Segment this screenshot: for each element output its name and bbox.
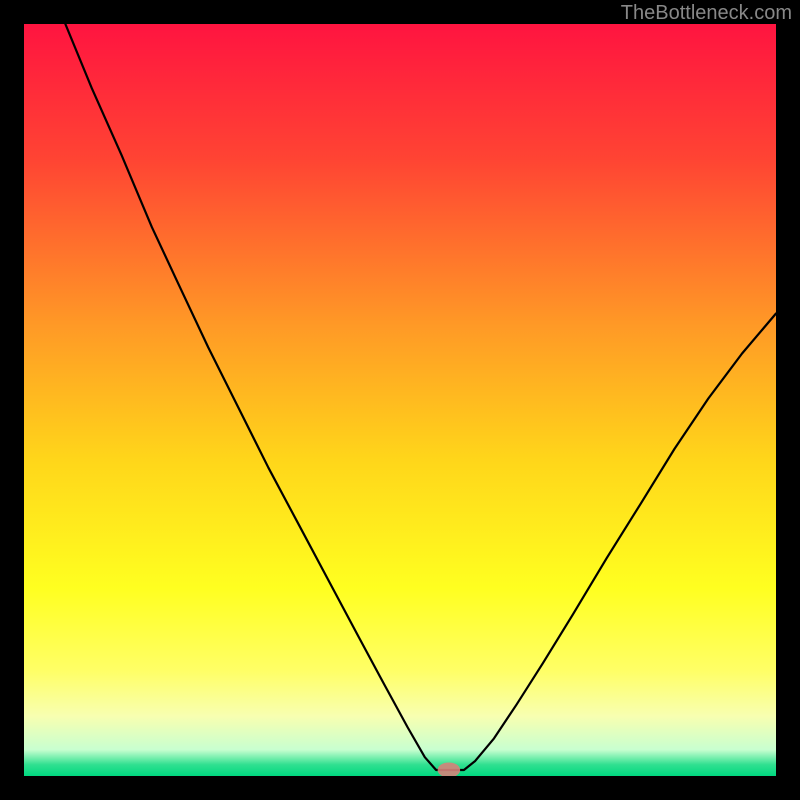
min-marker (438, 762, 461, 776)
curve-path (65, 24, 776, 770)
bottleneck-chart (24, 24, 776, 776)
bottleneck-curve (24, 24, 776, 776)
watermark-text: TheBottleneck.com (621, 2, 792, 25)
